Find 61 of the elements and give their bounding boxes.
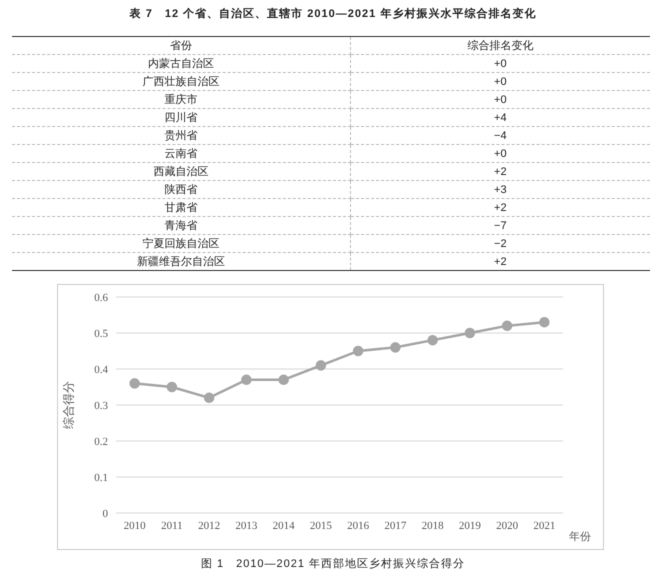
category-label: 贵州省 [12,126,350,144]
text: +0 [494,58,507,70]
category-label: 西藏自治区 [12,162,350,180]
category-label: 广西壮族自治区 [12,72,350,90]
text: 综合排名变化 [350,36,650,54]
text: +2 [494,166,507,178]
text: −7 [494,220,507,232]
x-tick-label: 2013 [235,520,258,532]
point [390,342,401,353]
y-tick-label: 0.5 [94,328,108,340]
category-label: 宁夏回族自治区 [12,234,350,252]
point [278,374,289,386]
y-axis-title: 综合得分 [61,381,76,429]
y-tick-label: 0 [102,508,108,520]
x-tick-label: 2019 [458,520,482,532]
text: +0 [494,94,507,106]
point [241,374,252,386]
x-axis-title: 年份 [569,530,591,543]
text: 省份 [12,36,350,54]
y-tick-label: 0.3 [94,400,108,412]
text: +2 [494,256,507,268]
x-tick-label: 2016 [347,520,370,532]
point [502,320,512,332]
x-tick-label: 2015 [310,520,332,532]
x-tick-label: 2020 [496,520,519,532]
text: +2 [494,202,507,214]
y-tick-label: 0.6 [94,292,108,304]
category-label: 云南省 [12,144,350,162]
x-tick-label: 2010 [124,520,146,532]
y-tick-label: 0.4 [94,364,108,376]
y-tick-label: 0.2 [94,436,108,448]
point [352,346,364,356]
text: 图 1 2010—2021 年西部地区乡村振兴综合得分 [200,556,466,571]
category-label: 青海省 [12,216,350,234]
category-label: 内蒙古自治区 [12,54,350,72]
x-tick-label: 2012 [198,520,220,532]
x-tick-label: 2014 [272,520,296,532]
x-tick-label: 2017 [384,520,407,532]
point [539,316,550,328]
category-label: 重庆市 [12,90,350,108]
text: −4 [494,130,507,142]
point [129,378,140,389]
x-tick-label: 2018 [422,520,444,532]
category-label: 四川省 [12,108,350,126]
category-label: 陕西省 [12,180,350,198]
text: −2 [494,238,507,250]
text: +0 [494,148,507,160]
point [464,328,476,338]
x-tick-label: 2011 [161,520,183,532]
x-tick-label: 2021 [533,520,556,532]
text: +3 [494,184,507,196]
text: +4 [494,112,507,124]
point [166,382,178,392]
text: +0 [494,76,507,88]
text: 表 7 12 个省、自治区、直辖市 2010—2021 年乡村振兴水平综合排名变化 [128,6,538,22]
category-label: 新疆维吾尔自治区 [12,252,350,270]
point [427,334,438,346]
y-tick-label: 0.1 [94,472,108,484]
point [204,392,214,404]
category-label: 甘肃省 [12,198,350,216]
point [316,360,326,371]
